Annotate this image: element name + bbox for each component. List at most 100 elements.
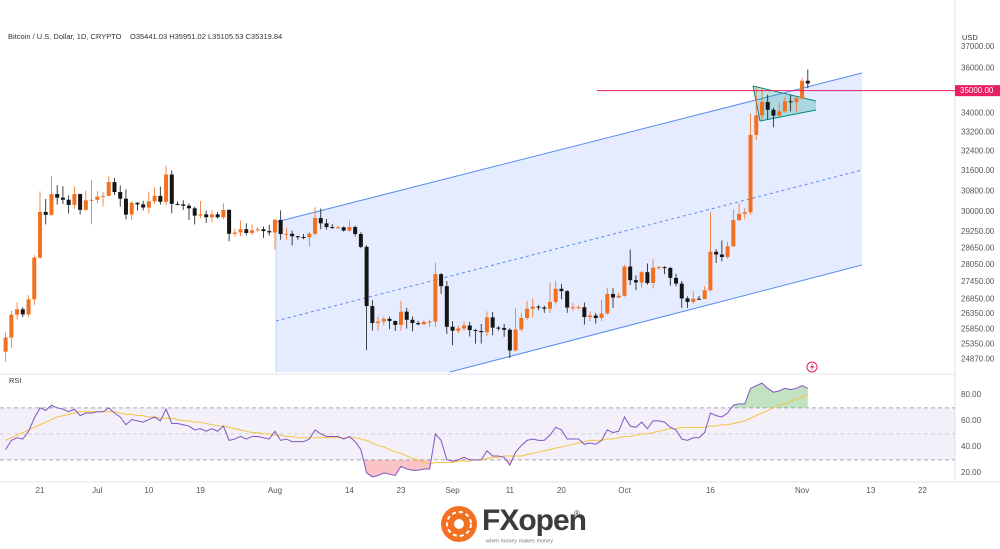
candle-body xyxy=(633,280,638,283)
y-tick-label: 25850.00 xyxy=(961,324,995,333)
candle-body xyxy=(616,295,621,298)
candle-body xyxy=(106,182,111,196)
candle-body xyxy=(175,203,180,205)
candle-body xyxy=(439,274,444,287)
candle-body xyxy=(267,231,272,233)
candle-body xyxy=(444,286,449,327)
candle-body xyxy=(748,134,753,213)
candle-body xyxy=(496,327,501,329)
candle-body xyxy=(410,319,415,324)
candle-body xyxy=(702,290,707,299)
x-tick-label: 22 xyxy=(918,486,927,495)
candle-body xyxy=(295,236,300,238)
candle-body xyxy=(570,307,575,309)
candle-body xyxy=(771,109,776,116)
x-tick-label: 21 xyxy=(36,486,45,495)
candle-body xyxy=(462,325,467,329)
candle-body xyxy=(152,195,157,202)
candle-body xyxy=(759,101,764,116)
candle-body xyxy=(141,204,146,208)
candle-body xyxy=(15,309,20,315)
candle-body xyxy=(186,205,191,209)
candle-body xyxy=(244,229,249,233)
candle-body xyxy=(490,317,495,328)
y-tick-label: 24870.00 xyxy=(961,355,995,364)
candle-body xyxy=(32,257,37,300)
candle-body xyxy=(685,298,690,302)
ohlc-readout: O35441.03 H35951.02 L35105.53 C35319.84 xyxy=(130,32,282,41)
brand-logo: FXopen ® when money makes money xyxy=(441,504,587,544)
candle-body xyxy=(622,266,627,296)
x-tick-label: Jul xyxy=(92,486,102,495)
candle-body xyxy=(129,202,134,215)
x-tick-label: Oct xyxy=(618,486,631,495)
candle-body xyxy=(55,194,60,198)
x-tick-label: Aug xyxy=(268,486,282,495)
candle-body xyxy=(209,214,214,218)
brand-name: FXopen xyxy=(482,504,586,537)
candle-body xyxy=(272,219,277,233)
candle-body xyxy=(284,233,289,235)
candle-body xyxy=(278,219,283,235)
y-tick-label: 33200.00 xyxy=(961,127,995,136)
rsi-tick-label: 40.00 xyxy=(961,442,982,451)
candle-body xyxy=(714,251,719,255)
candle-body xyxy=(691,298,696,302)
candle-body xyxy=(742,212,747,214)
rsi-line xyxy=(5,382,809,478)
candle-body xyxy=(553,288,558,302)
candle-body xyxy=(198,214,203,216)
candle-body xyxy=(164,174,169,202)
candle-body xyxy=(72,194,77,205)
candle-body xyxy=(484,317,489,333)
candle-body xyxy=(364,246,369,307)
candle-body xyxy=(639,272,644,283)
channel-lower xyxy=(449,264,863,373)
candle-body xyxy=(255,229,260,231)
candle-body xyxy=(479,330,484,333)
candle-body xyxy=(66,199,71,205)
candle-body xyxy=(668,267,673,278)
candle-body xyxy=(599,313,604,318)
level-label: 35000.00 xyxy=(960,86,994,95)
candle-body xyxy=(101,195,106,197)
y-tick-label: 26350.00 xyxy=(961,309,995,318)
candle-body xyxy=(250,230,255,233)
candle-body xyxy=(754,115,759,135)
candle-body xyxy=(519,317,524,330)
triangle-lower xyxy=(759,109,817,122)
x-tick-label: 19 xyxy=(196,486,205,495)
candle-body xyxy=(376,321,381,324)
candle-body xyxy=(123,198,128,215)
candle-body xyxy=(525,308,530,318)
candle-body xyxy=(335,227,340,229)
candle-body xyxy=(221,209,226,218)
x-tick-label: 14 xyxy=(345,486,354,495)
candle-body xyxy=(588,315,593,318)
candle-body xyxy=(611,294,615,298)
oversold-fill xyxy=(5,459,808,477)
candle-body xyxy=(60,197,65,200)
currency-label: USD xyxy=(962,33,978,42)
y-tick-label: 32400.00 xyxy=(961,147,995,156)
y-tick-label: 27450.00 xyxy=(961,277,995,286)
candle-body xyxy=(416,323,421,325)
candle-body xyxy=(800,80,805,99)
candle-body xyxy=(387,318,392,321)
candle-body xyxy=(679,283,684,299)
symbol-title: Bitcoin / U.S. Dollar, 1D, CRYPTO xyxy=(8,32,122,41)
y-tick-label: 25350.00 xyxy=(961,340,995,349)
candle-body xyxy=(313,218,318,234)
candle-body xyxy=(89,199,94,201)
y-tick-label: 31600.00 xyxy=(961,166,995,175)
candle-body xyxy=(238,229,243,233)
candle-body xyxy=(628,266,633,281)
candle-body xyxy=(49,194,54,215)
logo-face xyxy=(454,519,464,529)
channel-upper xyxy=(275,72,863,223)
alert-icon xyxy=(806,361,818,373)
candle-body xyxy=(427,321,432,323)
channel-drawing xyxy=(275,72,863,373)
candle-body xyxy=(347,227,352,231)
alert-bolt xyxy=(810,363,815,371)
